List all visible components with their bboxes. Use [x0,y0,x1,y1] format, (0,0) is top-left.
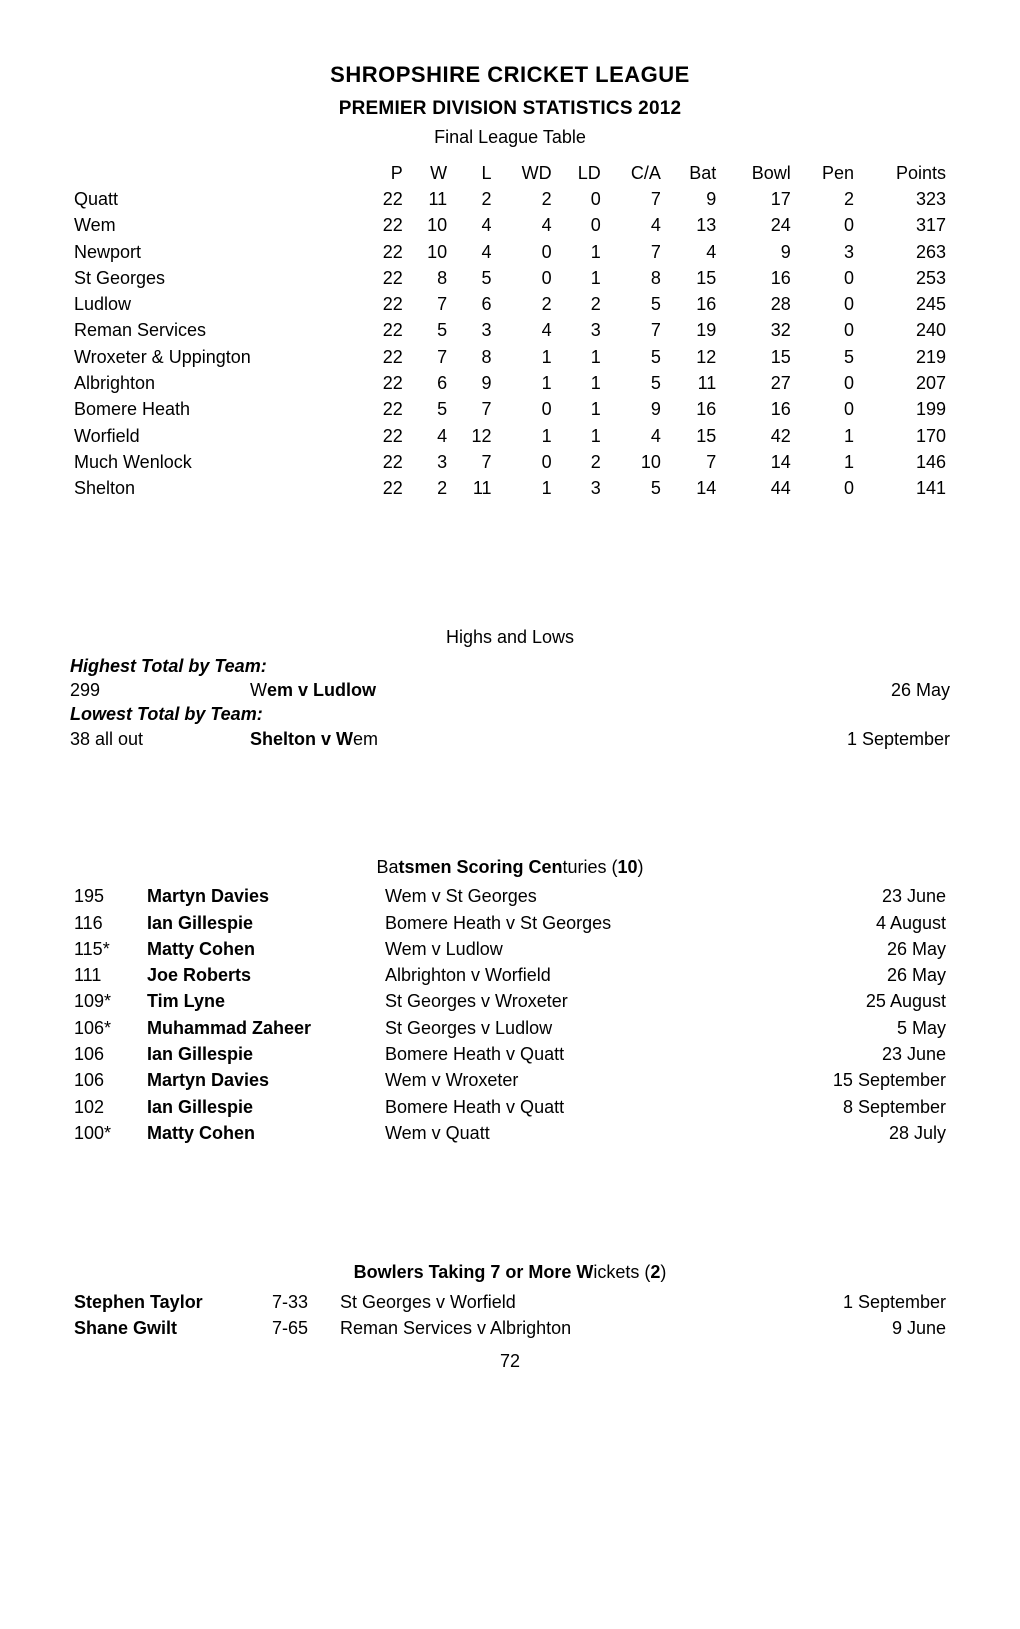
table-row: Wroxeter & Uppington227811512155219 [70,344,950,370]
highest-total-score: 299 [70,678,250,702]
league-col-header: W [407,160,451,186]
table-row: Reman Services225343719320240 [70,317,950,343]
section-heading-league: Final League Table [70,125,950,149]
highest-total-date: 26 May [891,678,950,702]
highest-total-label: Highest Total by Team: [70,654,950,678]
table-row: Stephen Taylor7-33St Georges v Worfield1… [70,1289,950,1315]
table-row: 106Martyn DaviesWem v Wroxeter15 Septemb… [70,1067,950,1093]
table-row: Wem2210440413240317 [70,212,950,238]
centuries-table: 195Martyn DaviesWem v St Georges23 June1… [70,883,950,1146]
table-row: Shane Gwilt7-65Reman Services v Albright… [70,1315,950,1341]
league-col-header: Pen [795,160,858,186]
table-row: Worfield2241211415421170 [70,423,950,449]
lowest-total-score: 38 all out [70,727,250,751]
highest-total-row: 299 Wem v Ludlow 26 May [70,678,950,702]
league-col-header: P [362,160,406,186]
league-col-header: Bat [665,160,720,186]
table-row: 100*Matty CohenWem v Quatt28 July [70,1120,950,1146]
table-row: St Georges228501815160253 [70,265,950,291]
page-title-1: SHROPSHIRE CRICKET LEAGUE [70,60,950,90]
lowest-total-match: Shelton v Wem [250,727,847,751]
page-title-2: PREMIER DIVISION STATISTICS 2012 [70,96,950,122]
table-row: 195Martyn DaviesWem v St Georges23 June [70,883,950,909]
table-row: Quatt221122079172323 [70,186,950,212]
league-col-header: WD [496,160,556,186]
league-col-header: Points [858,160,950,186]
section-heading-highs-lows: Highs and Lows [70,625,950,649]
league-table: PWLWDLDC/ABatBowlPenPoints Quatt22112207… [70,160,950,502]
lowest-total-label: Lowest Total by Team: [70,702,950,726]
table-row: Shelton2221113514440141 [70,475,950,501]
bowlers-table: Stephen Taylor7-33St Georges v Worfield1… [70,1289,950,1342]
league-col-header [70,160,362,186]
table-row: Newport22104017493263 [70,239,950,265]
section-heading-bowlers: Bowlers Taking 7 or More Wickets (2) [70,1260,950,1284]
table-row: 102Ian GillespieBomere Heath v Quatt8 Se… [70,1094,950,1120]
lowest-total-row: 38 all out Shelton v Wem 1 September [70,727,950,751]
highest-total-match: Wem v Ludlow [250,678,891,702]
table-row: Ludlow227622516280245 [70,291,950,317]
league-col-header: L [451,160,495,186]
league-col-header: C/A [605,160,665,186]
table-row: 111Joe RobertsAlbrighton v Worfield26 Ma… [70,962,950,988]
table-row: 106*Muhammad ZaheerSt Georges v Ludlow5 … [70,1015,950,1041]
table-row: 115*Matty CohenWem v Ludlow26 May [70,936,950,962]
league-col-header: Bowl [720,160,794,186]
page-number: 72 [70,1349,950,1373]
table-row: Albrighton226911511270207 [70,370,950,396]
table-row: Much Wenlock223702107141146 [70,449,950,475]
table-row: 106Ian GillespieBomere Heath v Quatt23 J… [70,1041,950,1067]
table-row: Bomere Heath225701916160199 [70,396,950,422]
table-row: 116Ian GillespieBomere Heath v St George… [70,910,950,936]
table-row: 109*Tim LyneSt Georges v Wroxeter25 Augu… [70,988,950,1014]
section-heading-centuries: Batsmen Scoring Centuries (10) [70,855,950,879]
league-col-header: LD [556,160,605,186]
lowest-total-date: 1 September [847,727,950,751]
